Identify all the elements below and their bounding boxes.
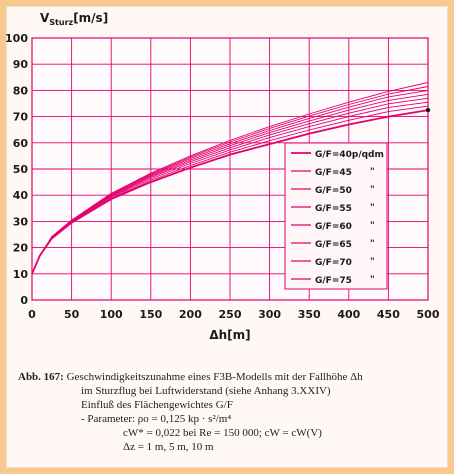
y-tick-label: 70 — [13, 111, 29, 124]
caption-line-5: cW* = 0,022 bei Re = 150 000; cW = cW(V) — [123, 427, 322, 439]
y-axis-title: VSturz[m/s] — [40, 11, 108, 27]
chart: 0 50 100 150 200 250 300 350 400 450 500 0 10 20 30 40 5… — [5, 11, 440, 342]
y-tick-label: 40 — [13, 189, 29, 202]
x-tick-label: 0 — [28, 308, 36, 321]
y-tick-label: 100 — [5, 32, 28, 45]
x-tick-label: 400 — [337, 308, 360, 321]
legend-label: G/F=70 — [315, 258, 352, 268]
legend-label: G/F=45 — [315, 168, 352, 178]
legend-ditto-mark: " — [370, 167, 375, 177]
x-axis-title: Δh[m] — [209, 328, 250, 342]
y-axis-title-main: V — [40, 11, 50, 25]
legend: G/F=40p/qdm G/F=45 " G/F=50 " G/F=55 " G/F=60 " G… — [284, 142, 388, 290]
y-tick-label: 20 — [13, 242, 29, 255]
legend-label: G/F=75 — [315, 276, 352, 286]
series-end-point — [425, 107, 431, 113]
legend-box — [284, 142, 388, 290]
caption-line-6: Δz = 1 m, 5 m, 10 m — [123, 441, 214, 453]
caption-line-2: im Sturzflug bei Luftwiderstand (siehe A… — [81, 385, 331, 397]
legend-ditto-mark: " — [370, 203, 375, 213]
y-tick-label: 80 — [13, 84, 29, 97]
legend-label: G/F=50 — [315, 186, 352, 196]
legend-ditto-mark: " — [370, 221, 375, 231]
tick-layer: 0 50 100 150 200 250 300 350 400 450 500 0 10 20 30 40 5… — [5, 32, 440, 321]
caption-figure-label: Abb. 167: — [18, 371, 64, 383]
x-tick-label: 200 — [179, 308, 202, 321]
caption-line-4: - Parameter: ρo = 0,125 kp · s²/m⁴ — [81, 413, 232, 425]
caption-text-1: Geschwindigkeitszunahme eines F3B-Modell… — [66, 371, 363, 383]
x-tick-label: 350 — [298, 308, 321, 321]
legend-label: G/F=40p/qdm — [315, 150, 384, 160]
legend-ditto-mark: " — [370, 239, 375, 249]
x-tick-label: 300 — [258, 308, 281, 321]
y-tick-label: 90 — [13, 58, 29, 71]
x-tick-label: 500 — [417, 308, 440, 321]
x-tick-label: 250 — [219, 308, 242, 321]
y-tick-label: 0 — [20, 294, 28, 307]
x-tick-label: 150 — [139, 308, 162, 321]
series-layer — [31, 82, 431, 275]
y-tick-label: 30 — [13, 215, 29, 228]
x-tick-label: 100 — [100, 308, 123, 321]
caption-line-3: Einfluß des Flächengewichtes G/F — [81, 399, 233, 411]
y-tick-label: 50 — [13, 163, 29, 176]
legend-ditto-mark: " — [370, 257, 375, 267]
y-tick-label: 10 — [13, 268, 29, 281]
legend-label: G/F=55 — [315, 204, 352, 214]
legend-label: G/F=65 — [315, 240, 352, 250]
legend-ditto-mark: " — [370, 275, 375, 285]
x-tick-label: 450 — [377, 308, 400, 321]
y-tick-label: 60 — [13, 137, 29, 150]
y-axis-title-unit: [m/s] — [73, 11, 108, 25]
y-axis-title-sub: Sturz — [49, 18, 73, 27]
caption-line-1: Abb. 167: Geschwindigkeitszunahme eines … — [18, 370, 438, 384]
series-line — [31, 82, 429, 274]
figure-caption: Abb. 167: Geschwindigkeitszunahme eines … — [18, 370, 438, 454]
x-tick-label: 50 — [64, 308, 80, 321]
legend-ditto-mark: " — [370, 185, 375, 195]
legend-label: G/F=60 — [315, 222, 352, 232]
